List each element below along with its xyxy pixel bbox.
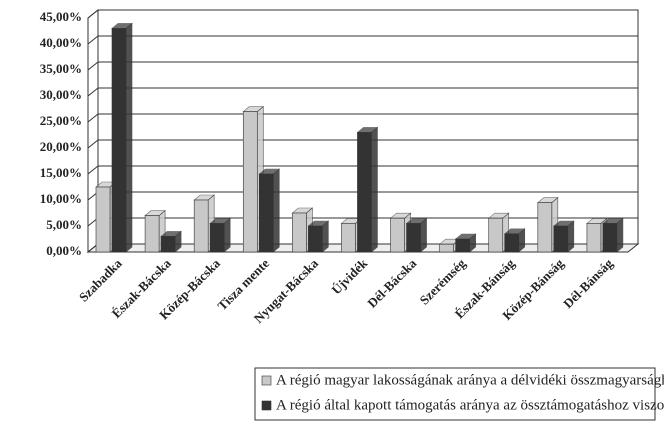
bar (160, 236, 176, 253)
bar (341, 223, 356, 253)
y-tick-label: 15,00% (40, 165, 82, 180)
y-tick-label: 25,00% (40, 113, 82, 128)
y-tick-label: 5,00% (46, 217, 82, 232)
bar (193, 199, 209, 253)
bar (111, 28, 127, 253)
bar (553, 225, 569, 253)
y-tick-label: 30,00% (40, 87, 82, 102)
bar-side (272, 168, 280, 253)
bar-side (125, 22, 133, 253)
y-tick-label: 45,00% (40, 9, 82, 24)
bar (308, 225, 323, 253)
bar (586, 223, 602, 253)
grid-line-side (87, 113, 99, 123)
y-tick-label: 10,00% (40, 191, 82, 206)
bar-side (616, 217, 624, 253)
bar-side (371, 126, 378, 253)
bar-side (223, 217, 231, 253)
y-tick-label: 40,00% (40, 35, 82, 50)
legend-label: A régió által kapott támogatás aránya az… (276, 397, 664, 413)
bar (390, 217, 405, 253)
bar (144, 215, 160, 253)
bar (488, 217, 504, 253)
x-tick-label: Szerémség (416, 255, 468, 307)
bar (292, 212, 307, 253)
legend-label: A régió magyar lakosságának aránya a dél… (276, 372, 664, 388)
bar (357, 132, 372, 253)
grid-line-side (87, 87, 99, 97)
bar (455, 238, 470, 253)
legend-swatch (261, 400, 272, 411)
bar (537, 202, 553, 253)
bar (209, 223, 225, 253)
grid-line-side (87, 35, 99, 45)
bar-side (420, 217, 427, 253)
bar (95, 186, 111, 253)
grid-line-side (87, 9, 99, 19)
legend-box (254, 367, 656, 421)
y-tick-label: 35,00% (40, 61, 82, 76)
y-tick-label: 0,00% (46, 243, 82, 258)
x-tick-label: Dél-Bácska (364, 255, 419, 310)
bar-side (322, 220, 329, 253)
legend-swatch (261, 375, 272, 386)
bar (406, 223, 421, 253)
grid-line-side (87, 61, 99, 71)
bar (504, 233, 520, 253)
y-tick-label: 20,00% (40, 139, 82, 154)
x-tick-label: Dél-Bánság (560, 255, 616, 311)
x-tick-label: Szabadka (76, 255, 125, 304)
grid-line-side (87, 165, 99, 175)
bar (439, 243, 454, 253)
grid-line-side (87, 139, 99, 149)
bar (242, 111, 258, 253)
bar (258, 173, 274, 253)
bar (602, 223, 618, 253)
bar-side (567, 220, 575, 253)
x-tick-label: Újvidék (328, 255, 370, 297)
